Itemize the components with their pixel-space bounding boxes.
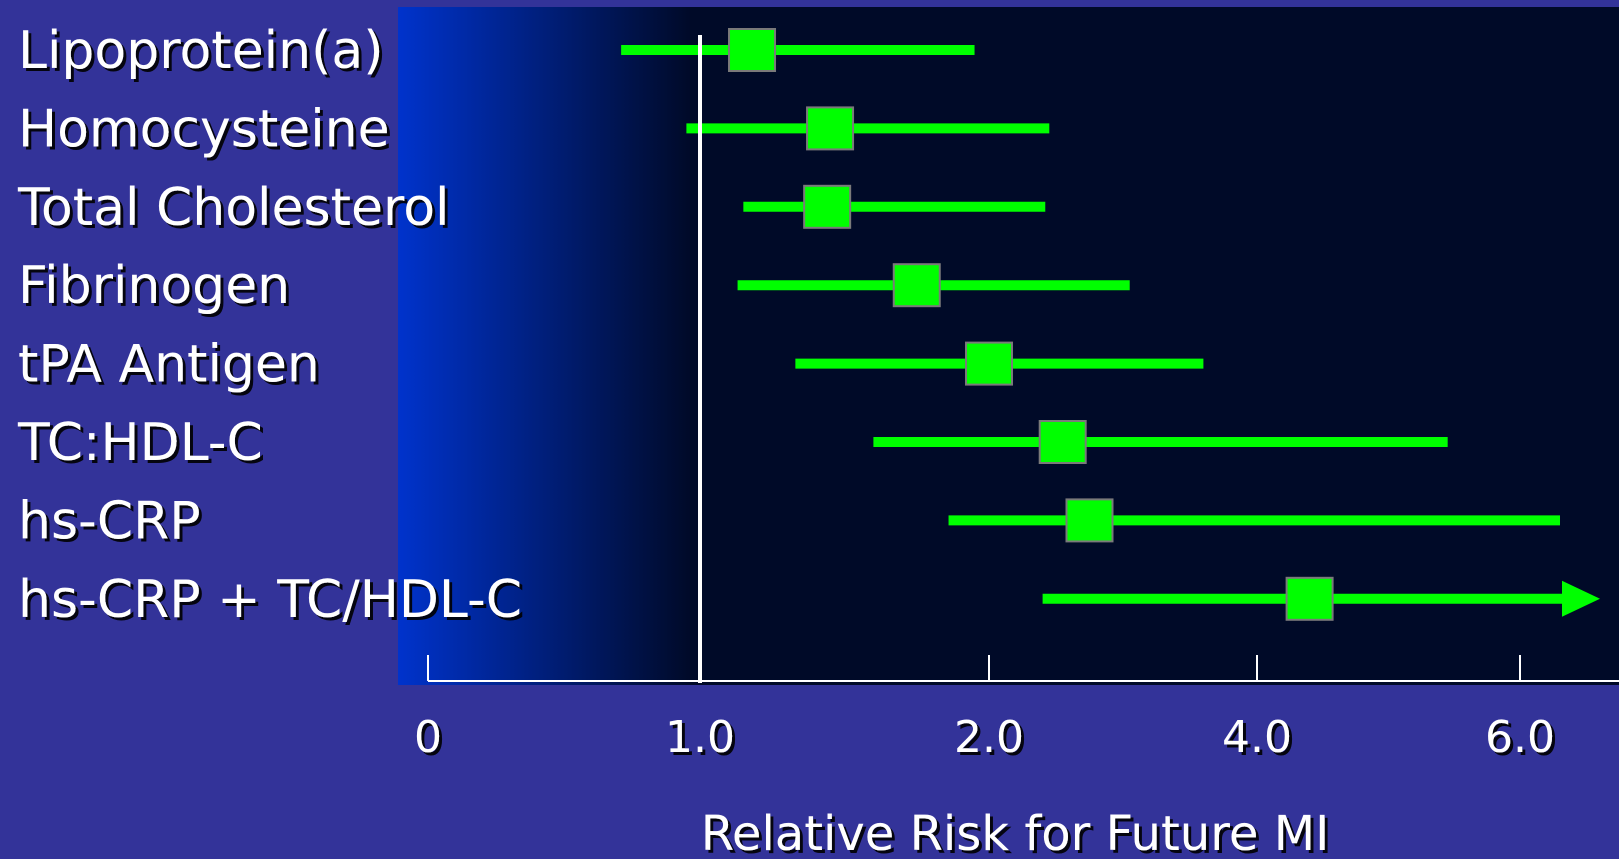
open-interval-arrow (1562, 580, 1600, 617)
row-label: Fibrinogen (18, 256, 290, 316)
row-label: Homocysteine (18, 99, 390, 159)
point-estimate-marker (965, 341, 1013, 386)
x-tick-label: 0 (414, 712, 442, 763)
x-axis-title: Relative Risk for Future MI (701, 806, 1330, 859)
x-tick-label: 6.0 (1485, 712, 1555, 763)
x-tick-labels: 0 1.0 2.0 4.0 6.0 (414, 712, 1555, 763)
row-label: hs-CRP + TC/HDL-C (18, 570, 522, 630)
x-tick-label: 1.0 (665, 712, 735, 763)
row-label: hs-CRP (18, 491, 201, 551)
row-labels: Lipoprotein(a) Homocysteine Total Choleste… (17, 21, 522, 630)
row-label: Total Cholesterol (17, 178, 449, 238)
point-estimate-marker (1285, 576, 1334, 621)
point-estimates (728, 28, 1334, 621)
point-estimate-marker (1038, 420, 1087, 464)
row-label: tPA Antigen (18, 335, 320, 395)
point-estimate-marker (728, 28, 777, 72)
point-estimate-marker (806, 106, 855, 151)
point-estimate-marker (1065, 498, 1114, 543)
x-tick-label: 2.0 (954, 712, 1024, 763)
x-axis (427, 655, 1619, 682)
x-tick-label: 4.0 (1222, 712, 1292, 763)
point-estimate-marker (803, 184, 852, 229)
row-label: TC:HDL-C (17, 413, 263, 473)
point-estimate-marker (892, 263, 941, 308)
row-label: Lipoprotein(a) (18, 21, 384, 81)
